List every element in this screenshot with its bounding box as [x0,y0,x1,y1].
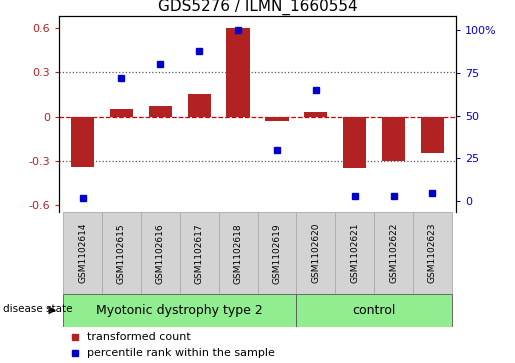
Text: GSM1102623: GSM1102623 [428,223,437,284]
Text: GSM1102620: GSM1102620 [311,223,320,284]
Text: GSM1102615: GSM1102615 [117,223,126,284]
Text: GSM1102622: GSM1102622 [389,223,398,284]
Bar [296,294,452,327]
Text: GSM1102614: GSM1102614 [78,223,87,284]
Bar [63,212,102,294]
Bar [63,294,296,327]
Bar [219,212,258,294]
Bar [296,212,335,294]
Text: disease state: disease state [3,304,73,314]
Bar [413,212,452,294]
Text: GSM1102618: GSM1102618 [234,223,243,284]
Text: GSM1102619: GSM1102619 [272,223,281,284]
Text: Myotonic dystrophy type 2: Myotonic dystrophy type 2 [96,304,263,317]
Text: control: control [352,304,396,317]
Bar [258,212,296,294]
Bar [265,117,288,121]
Title: GDS5276 / ILMN_1660554: GDS5276 / ILMN_1660554 [158,0,357,15]
Bar [227,28,250,117]
Bar [304,112,328,117]
Bar [421,117,444,154]
Bar [343,117,366,168]
Text: percentile rank within the sample: percentile rank within the sample [87,348,275,358]
Bar [102,212,141,294]
Bar [110,109,133,117]
Bar [180,212,219,294]
Text: GSM1102621: GSM1102621 [350,223,359,284]
Text: GSM1102616: GSM1102616 [156,223,165,284]
Bar [335,212,374,294]
Bar [187,94,211,117]
Bar [374,212,413,294]
Bar [149,106,172,117]
Bar [141,212,180,294]
Text: GSM1102617: GSM1102617 [195,223,204,284]
Text: transformed count: transformed count [87,332,191,342]
Bar [71,117,94,167]
Bar [382,117,405,161]
